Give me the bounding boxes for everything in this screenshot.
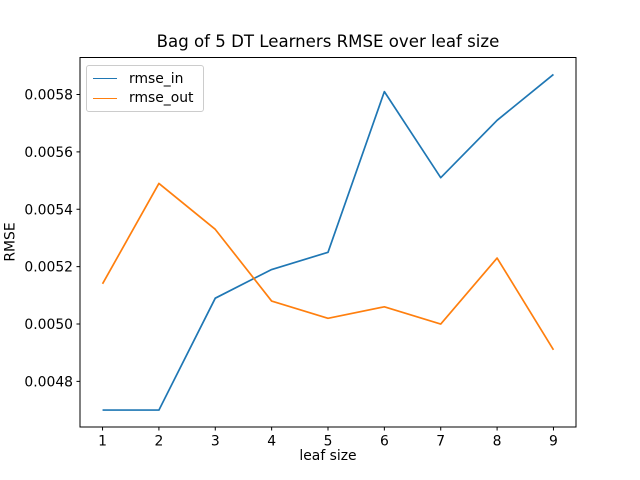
legend-label-rmse-out: rmse_out: [129, 90, 194, 107]
x-tick-label: 4: [267, 434, 276, 450]
x-tick-label: 2: [154, 434, 163, 450]
x-tick-label: 3: [211, 434, 220, 450]
plot-frame: [79, 57, 577, 428]
x-tick-label: 7: [436, 434, 445, 450]
legend: rmse_in rmse_out: [86, 65, 205, 112]
series-line-rmse_out: [101, 182, 555, 351]
legend-line-swatch-rmse-in: [93, 78, 117, 80]
y-tick-label: 0.0058: [24, 88, 73, 104]
series-line-rmse_in: [102, 73, 554, 411]
y-tick-label: 0.0050: [24, 317, 73, 333]
x-tick-label: 9: [549, 434, 558, 450]
x-tick-label: 6: [380, 434, 389, 450]
y-tick-label: 0.0056: [24, 145, 73, 161]
legend-item-rmse-in: rmse_in: [93, 69, 193, 89]
x-tick-label: 1: [98, 434, 107, 450]
x-axis-label: leaf size: [299, 448, 357, 464]
legend-line-swatch-rmse-out: [93, 97, 117, 99]
legend-item-rmse-out: rmse_out: [93, 89, 193, 109]
x-tick-label: 8: [493, 434, 502, 450]
y-tick-label: 0.0048: [24, 374, 73, 390]
y-axis-label: RMSE: [2, 222, 19, 262]
chart-title: Bag of 5 DT Learners RMSE over leaf size: [156, 32, 500, 51]
legend-label-rmse-in: rmse_in: [129, 70, 184, 87]
x-tick-label: 5: [324, 434, 333, 450]
y-tick-label: 0.0052: [24, 260, 73, 276]
y-tick-label: 0.0054: [24, 202, 73, 218]
